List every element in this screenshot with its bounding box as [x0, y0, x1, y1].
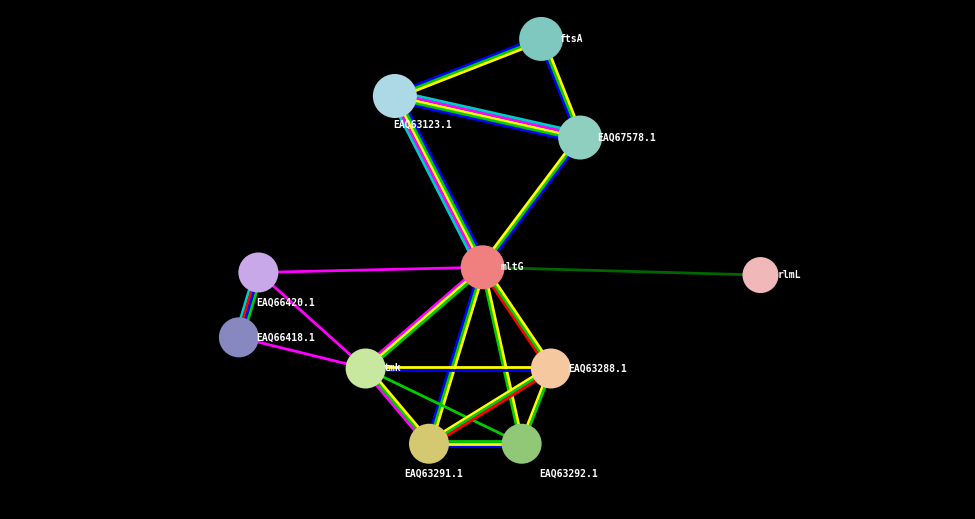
Circle shape: [409, 424, 449, 464]
Circle shape: [218, 317, 259, 358]
Circle shape: [501, 424, 542, 464]
Circle shape: [238, 252, 279, 293]
Text: rlmL: rlmL: [778, 270, 801, 280]
Text: EAQ67578.1: EAQ67578.1: [598, 132, 656, 143]
Text: tmk: tmk: [383, 363, 401, 374]
Text: EAQ63291.1: EAQ63291.1: [405, 469, 463, 479]
Circle shape: [519, 17, 564, 61]
Text: ftsA: ftsA: [559, 34, 582, 44]
Circle shape: [460, 245, 505, 289]
Circle shape: [372, 74, 417, 118]
Circle shape: [530, 348, 571, 389]
Text: EAQ66420.1: EAQ66420.1: [256, 297, 315, 308]
Text: EAQ63123.1: EAQ63123.1: [393, 119, 451, 130]
Circle shape: [558, 116, 603, 159]
Circle shape: [345, 348, 386, 389]
Text: mltG: mltG: [500, 262, 524, 272]
Circle shape: [743, 257, 778, 293]
Text: EAQ63292.1: EAQ63292.1: [539, 469, 598, 479]
Text: EAQ63288.1: EAQ63288.1: [568, 363, 627, 374]
Text: EAQ66418.1: EAQ66418.1: [256, 332, 315, 343]
